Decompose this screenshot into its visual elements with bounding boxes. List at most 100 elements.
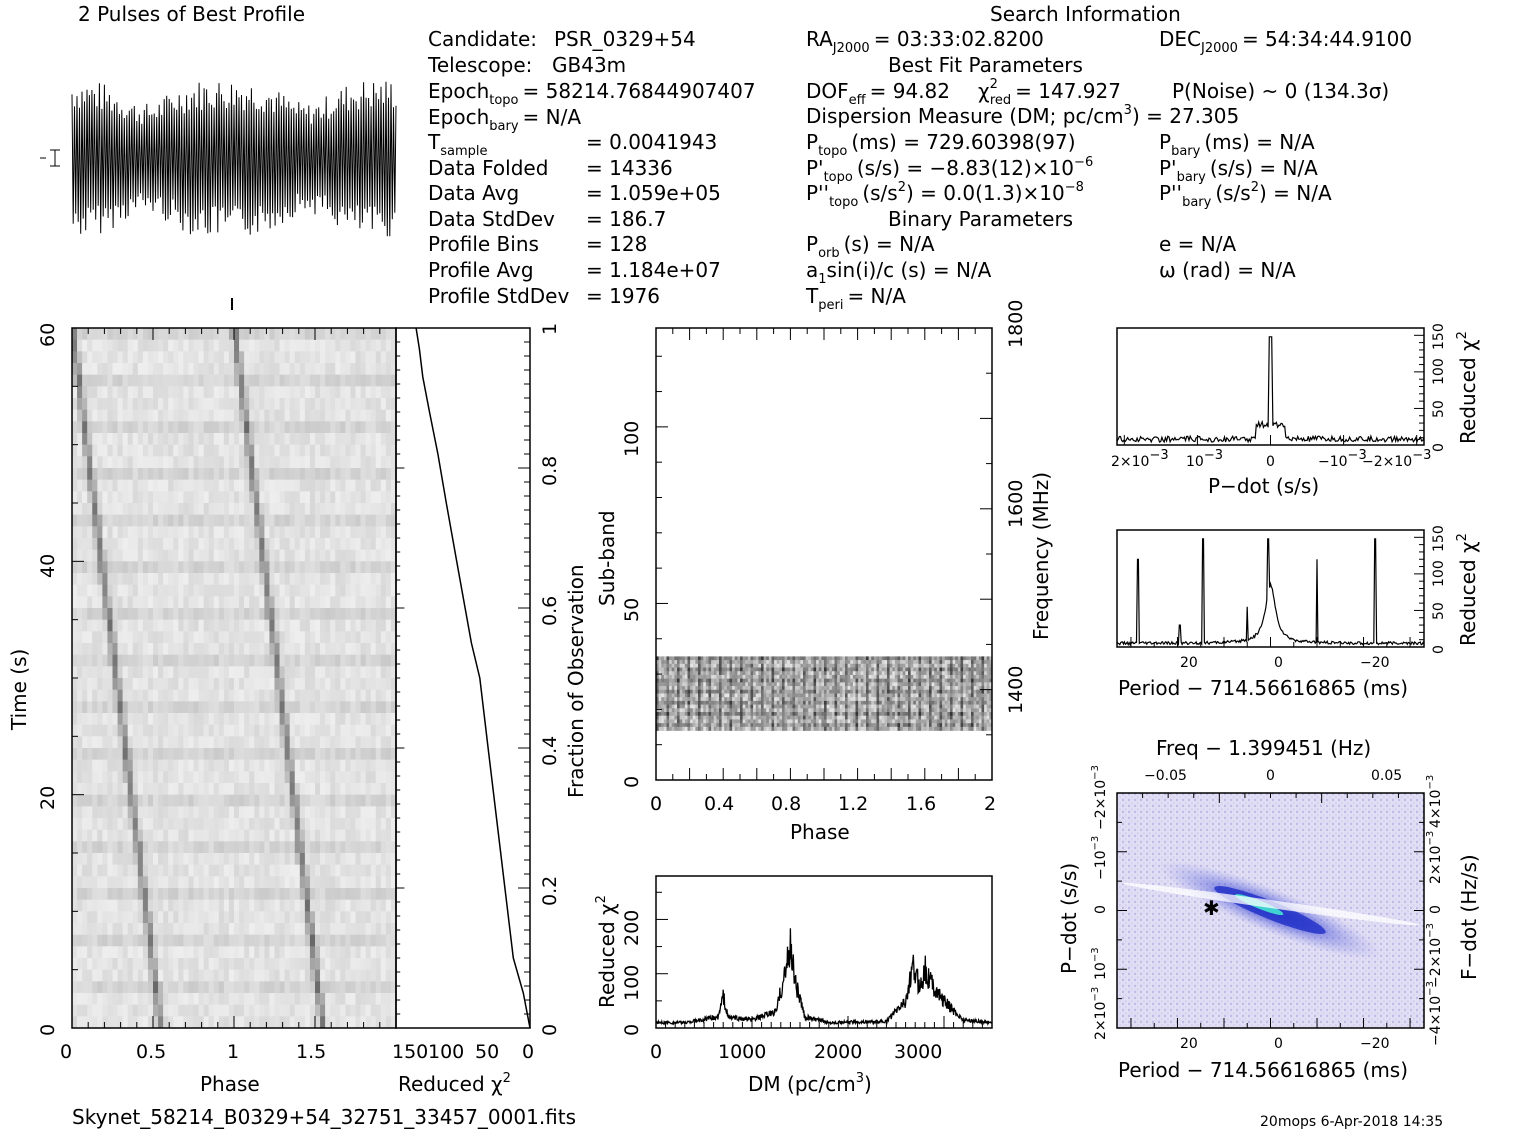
tp-cell [168,608,174,620]
tp-cell [203,701,209,714]
sb-cell [674,678,678,683]
sb-cell [947,663,951,668]
sb-cell [923,678,927,683]
sb-cell [929,656,932,661]
tp-cell [269,794,275,807]
tp-cell [299,444,306,457]
tp-cell [163,946,169,959]
tp-cell [269,386,275,399]
tp-cell [390,1004,397,1017]
tp-cell [127,1016,134,1029]
tp-cell [97,701,103,714]
tp-cell [259,328,265,340]
tp-cell [198,584,204,597]
tp-cell [244,608,250,620]
tp-cell [269,351,275,364]
tp-cell [345,398,351,410]
tp-cell [228,818,235,830]
tp-cell [183,573,189,585]
tp-cell [117,491,123,504]
tp-cell [385,1016,392,1029]
tp-cell [228,678,235,690]
tp-cell [228,631,235,644]
tp-cell [112,351,118,364]
sb-cell [965,660,969,665]
sb-cell [984,663,988,668]
tp-cell [218,969,225,982]
tp-cell [117,503,123,515]
tp-cell [188,794,194,807]
sb-cell [884,674,888,679]
tp-cell [370,584,377,597]
tp-cell [279,561,285,574]
tp-cell [244,1016,250,1029]
tp-cell [239,374,245,387]
tp-cell [345,351,351,364]
tp-cell [309,806,316,819]
profile-plot [40,81,397,310]
tp-cell [168,993,174,1005]
sb-cell [658,656,662,661]
tp-cell [340,1004,346,1017]
tp-cell [198,841,204,854]
pdtopo-value: (s/s) = −8.83(12)×10 [857,156,1074,180]
sb-cell [824,660,827,665]
tp-cell [208,748,215,760]
tp-cell [325,596,331,609]
tp-cell [223,841,230,854]
tp-cell [294,561,301,574]
tp-cell [299,339,306,352]
tp-cell [254,409,260,422]
sb-cell [837,671,841,676]
tp-cell [244,351,250,364]
sb-cell [963,674,967,679]
tp-cell [259,806,265,819]
tp-cell [173,946,179,959]
sb-cell [887,663,890,668]
tp-cell [370,969,377,982]
tp-cell [385,619,392,632]
tp-cell [385,526,392,539]
tp-cell [163,363,169,375]
tp-cell [294,888,301,900]
tp-cell [315,853,321,865]
tp-cell [137,503,144,515]
data-stddev-value: = 186.7 [586,207,666,231]
tp-cell [173,713,179,725]
tp-cell [360,456,366,469]
sb-cell [690,671,694,676]
sb-cell [929,671,932,676]
tp-cell [178,328,184,340]
sb-cell [774,656,778,661]
tp-cell [137,713,144,725]
tp-cell [309,608,316,620]
tp-cell [188,818,194,830]
sb-cell [908,660,911,665]
tp-cell [72,619,78,632]
tp-cell [284,993,290,1005]
tp-cell [345,339,351,352]
tp-cell [173,386,179,399]
tp-cell [203,678,209,690]
tp-cell [239,433,245,445]
tp-cell [193,841,199,854]
tp-cell [234,946,240,959]
pddbary-value: (s/s [1215,181,1250,205]
tp-cell [239,899,245,912]
tp-cell [107,386,113,399]
tp-cell [203,1016,209,1029]
tp-cell [259,538,265,550]
tp-cell [147,783,154,795]
tp-cell [274,433,280,445]
tp-cell [370,783,377,795]
tp-cell [264,888,270,900]
tp-cell [122,409,128,422]
tp-cell [218,666,225,679]
tp-cell [122,888,128,900]
tp-cell [294,456,301,469]
tp-cell [142,934,149,947]
sb-cell [747,660,751,665]
tp-cell [97,853,103,865]
tp-cell [112,794,118,807]
sb-cell [742,656,746,661]
